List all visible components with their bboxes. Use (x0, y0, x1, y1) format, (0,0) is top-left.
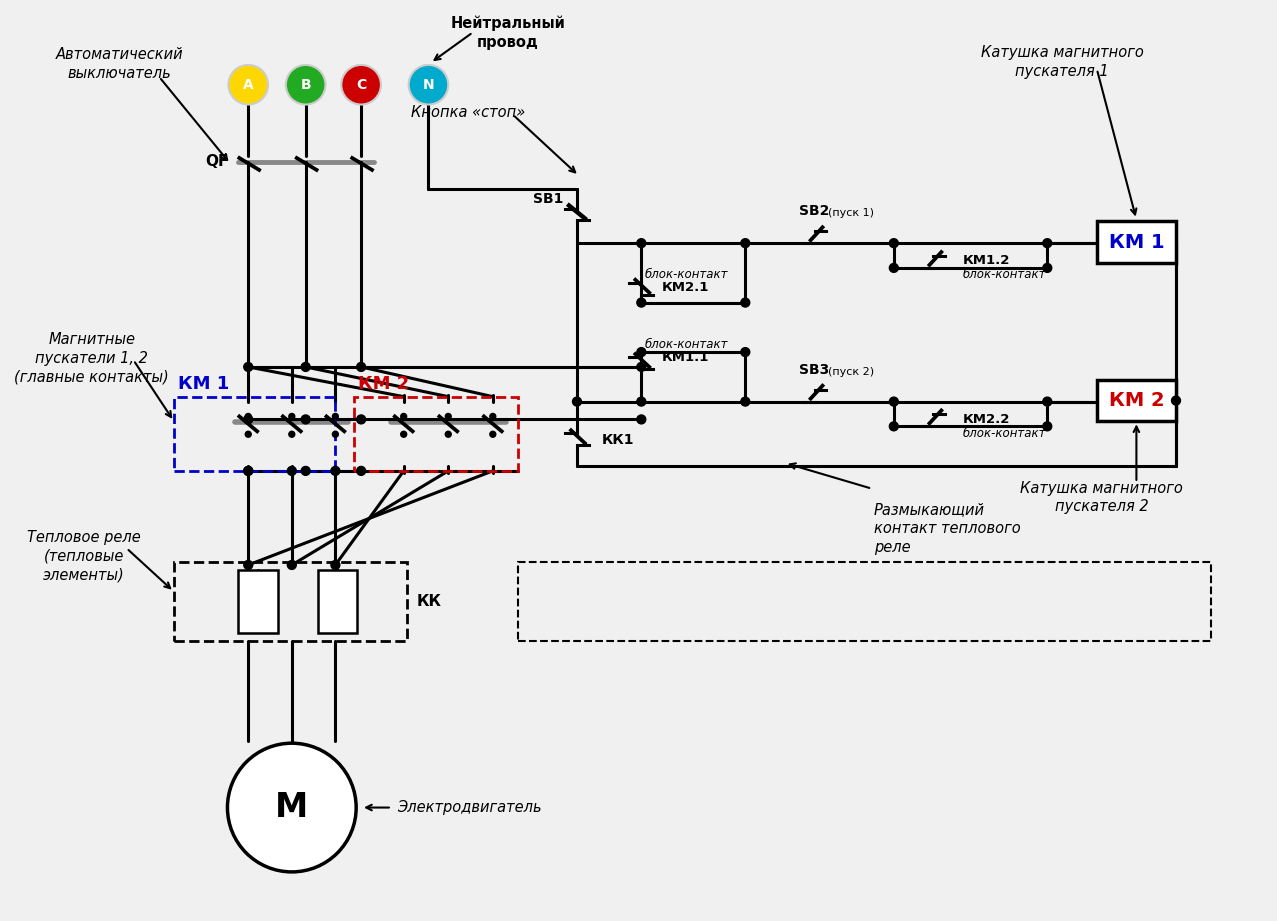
Text: КМ 1: КМ 1 (1108, 233, 1165, 251)
Text: Автоматический
выключатель: Автоматический выключатель (56, 47, 184, 81)
Text: блок-контакт: блок-контакт (644, 268, 728, 281)
Text: блок-контакт: блок-контакт (963, 426, 1047, 439)
Circle shape (637, 397, 646, 406)
Circle shape (244, 466, 253, 475)
Text: SB1: SB1 (533, 192, 563, 205)
Circle shape (244, 415, 253, 424)
Circle shape (289, 431, 295, 437)
Circle shape (637, 415, 646, 424)
Text: Тепловое реле
(тепловые
элементы): Тепловое реле (тепловые элементы) (27, 530, 140, 582)
Circle shape (301, 466, 310, 475)
Bar (1097, 379, 1176, 422)
Circle shape (409, 65, 448, 105)
Text: SB2: SB2 (799, 204, 830, 218)
Text: C: C (356, 77, 366, 92)
Text: Катушка магнитного
пускателя 2: Катушка магнитного пускателя 2 (1020, 481, 1184, 515)
Bar (174, 562, 406, 641)
Circle shape (286, 65, 326, 105)
Circle shape (356, 415, 365, 424)
Circle shape (1043, 239, 1052, 248)
Circle shape (356, 363, 365, 371)
Text: QF: QF (206, 155, 229, 169)
Text: блок-контакт: блок-контакт (644, 338, 728, 351)
Circle shape (287, 561, 296, 569)
Circle shape (889, 239, 898, 248)
Circle shape (889, 397, 898, 406)
Text: КМ 2: КМ 2 (358, 375, 410, 392)
Text: КМ 2: КМ 2 (1108, 391, 1165, 410)
Circle shape (244, 363, 253, 371)
Text: КМ1.1: КМ1.1 (663, 351, 710, 364)
Circle shape (741, 298, 750, 307)
Text: КМ2.1: КМ2.1 (663, 281, 710, 294)
Circle shape (490, 431, 495, 437)
Text: N: N (423, 77, 434, 92)
Bar (1097, 221, 1176, 263)
Circle shape (331, 466, 340, 475)
Text: Нейтральный
провод: Нейтральный провод (451, 16, 566, 50)
Circle shape (1171, 396, 1180, 405)
Circle shape (637, 347, 646, 356)
Text: КК: КК (416, 594, 442, 609)
Circle shape (741, 347, 750, 356)
Text: SB3: SB3 (799, 363, 830, 377)
Circle shape (401, 414, 406, 419)
Text: Размыкающий
контакт теплового
реле: Размыкающий контакт теплового реле (873, 503, 1020, 554)
Circle shape (341, 65, 381, 105)
Circle shape (446, 431, 451, 437)
Circle shape (287, 466, 296, 475)
Text: Магнитные
пускатели 1, 2
(главные контакты): Магнитные пускатели 1, 2 (главные контак… (14, 332, 169, 384)
Text: (пуск 2): (пуск 2) (829, 367, 875, 377)
Circle shape (490, 414, 495, 419)
Circle shape (446, 414, 451, 419)
Circle shape (741, 397, 750, 406)
Bar (239, 570, 278, 634)
Circle shape (572, 397, 581, 406)
Text: КМ1.2: КМ1.2 (963, 254, 1010, 267)
Circle shape (637, 298, 646, 307)
Circle shape (332, 414, 338, 419)
Circle shape (401, 431, 406, 437)
Text: М: М (275, 791, 309, 824)
Text: Катушка магнитного
пускателя 1: Катушка магнитного пускателя 1 (981, 45, 1144, 78)
Circle shape (301, 363, 310, 371)
Circle shape (332, 431, 338, 437)
Circle shape (245, 431, 252, 437)
Circle shape (1043, 263, 1052, 273)
Text: B: B (300, 77, 312, 92)
Circle shape (1043, 422, 1052, 431)
Bar (517, 562, 1211, 641)
Text: блок-контакт: блок-контакт (963, 268, 1047, 281)
Circle shape (301, 415, 310, 424)
Circle shape (245, 414, 252, 419)
Text: A: A (243, 77, 254, 92)
Circle shape (637, 363, 646, 371)
Text: (пуск 1): (пуск 1) (829, 208, 875, 218)
Circle shape (1043, 397, 1052, 406)
Bar (354, 397, 517, 471)
Circle shape (289, 414, 295, 419)
Circle shape (229, 65, 268, 105)
Circle shape (227, 743, 356, 872)
Circle shape (637, 239, 646, 248)
Text: КМ 1: КМ 1 (178, 375, 229, 392)
Text: КМ2.2: КМ2.2 (963, 413, 1010, 426)
Circle shape (889, 422, 898, 431)
Text: КК1: КК1 (601, 433, 635, 448)
Circle shape (741, 239, 750, 248)
Circle shape (244, 561, 253, 569)
Text: Кнопка «стоп»: Кнопка «стоп» (411, 105, 525, 120)
Circle shape (356, 466, 365, 475)
Circle shape (889, 263, 898, 273)
Circle shape (244, 466, 253, 475)
Bar (174, 397, 336, 471)
Text: Электродвигатель: Электродвигатель (397, 800, 541, 815)
Circle shape (331, 561, 340, 569)
Bar (318, 570, 358, 634)
